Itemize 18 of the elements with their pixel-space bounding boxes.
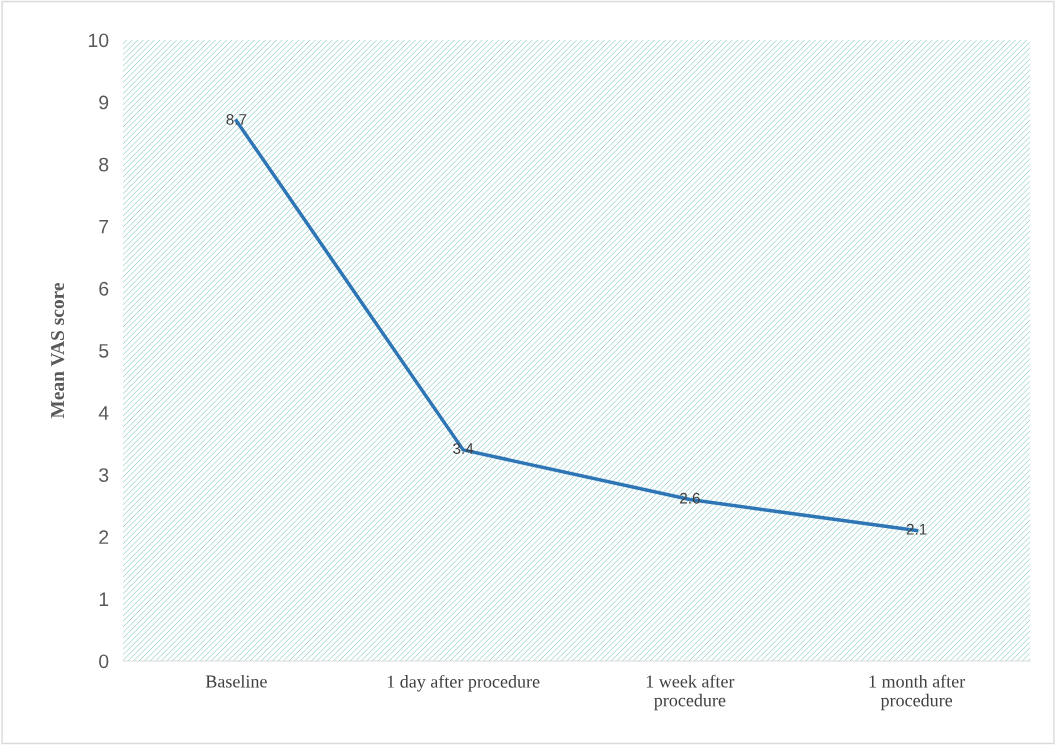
y-tick-label: 10	[88, 33, 109, 48]
y-tick-label: 2	[99, 530, 109, 544]
x-tick-label: 1 month after procedure	[869, 674, 966, 711]
x-tick-label: Baseline	[205, 674, 267, 688]
y-tick-label: 5	[99, 344, 109, 358]
y-tick-label: 0	[99, 654, 109, 669]
x-tick-label: 1 week after procedure	[646, 674, 735, 711]
y-tick-label: 1	[99, 592, 109, 606]
data-label: 2.1	[906, 523, 927, 535]
x-tick-label: 1 day after procedure	[387, 674, 540, 692]
data-label: 8.7	[226, 114, 247, 125]
y-tick-label: 3	[99, 468, 109, 482]
y-tick-label: 7	[99, 219, 109, 234]
y-tick-label: 6	[99, 281, 109, 296]
y-axis-title: Mean VAS score	[51, 282, 65, 419]
y-tick-label: 9	[99, 95, 109, 110]
y-tick-label: 4	[98, 406, 109, 420]
y-tick-label: 8	[99, 157, 109, 172]
